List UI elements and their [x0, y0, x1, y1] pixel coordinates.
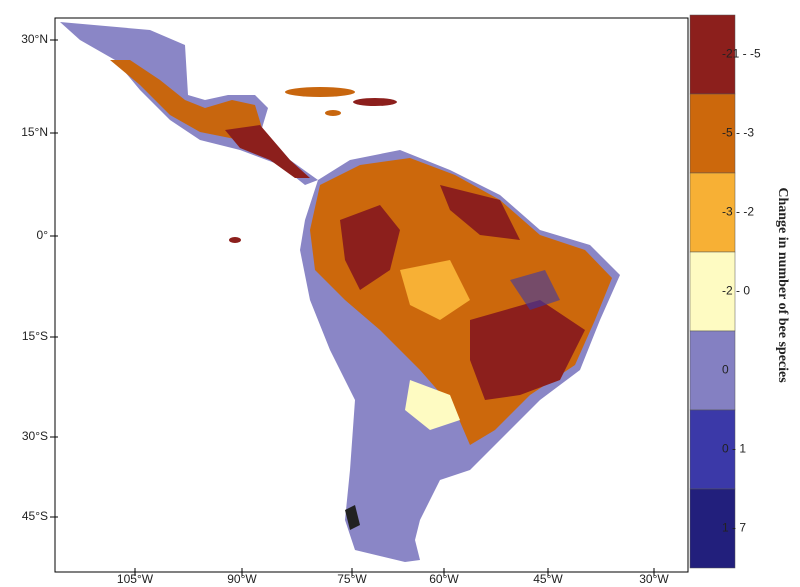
south-america-hot [340, 205, 400, 290]
lat-label: 0° [37, 228, 49, 242]
lon-label: 45°W [533, 572, 563, 586]
legend: -21 - -5 -5 - -3 -3 - -2 -2 - 0 0 0 - 1 1 - 7 C… [689, 14, 790, 569]
legend-swatch [689, 330, 736, 411]
lon-label: 75°W [337, 572, 367, 586]
lat-label: 15°N [21, 125, 48, 139]
legend-label: -21 - -5 [722, 47, 761, 61]
island [353, 98, 397, 106]
legend-swatch [689, 93, 736, 174]
south-america-hot [440, 185, 520, 240]
tierra-del-fuego [345, 505, 360, 530]
legend-swatch [689, 172, 736, 253]
south-america-hot [470, 300, 585, 400]
legend-label: 0 - 1 [722, 442, 746, 456]
lon-label: 90°W [227, 572, 257, 586]
south-america-neutral [405, 380, 460, 430]
lat-label: 30°N [21, 32, 48, 46]
legend-swatch [689, 488, 736, 569]
lon-label: 105°W [117, 572, 154, 586]
legend-label: -5 - -3 [722, 126, 754, 140]
land [60, 22, 620, 562]
legend-label: 1 - 7 [722, 521, 746, 535]
island [325, 110, 341, 116]
legend-title: Change in number of bee species [775, 187, 790, 383]
south-america-cool [510, 270, 560, 310]
legend-swatch [689, 251, 736, 332]
south-america-mild [400, 260, 470, 320]
lat-label: 30°S [22, 429, 48, 443]
axes: 30°N 15°N 0° 15°S 30°S 45°S 105°W 90°W 75°W 60°W 4… [21, 32, 669, 586]
island [229, 237, 241, 243]
legend-swatch [689, 14, 736, 95]
legend-label: -3 - -2 [722, 205, 754, 219]
legend-label: -2 - 0 [722, 284, 750, 298]
legend-swatch [689, 409, 736, 490]
central-america-hot [225, 125, 310, 178]
legend-label: 0 [722, 363, 729, 377]
lon-label: 60°W [429, 572, 459, 586]
central-america-warm [110, 60, 262, 140]
lat-label: 45°S [22, 509, 48, 523]
lat-label: 15°S [22, 329, 48, 343]
island [285, 87, 355, 97]
lon-label: 30°W [639, 572, 669, 586]
